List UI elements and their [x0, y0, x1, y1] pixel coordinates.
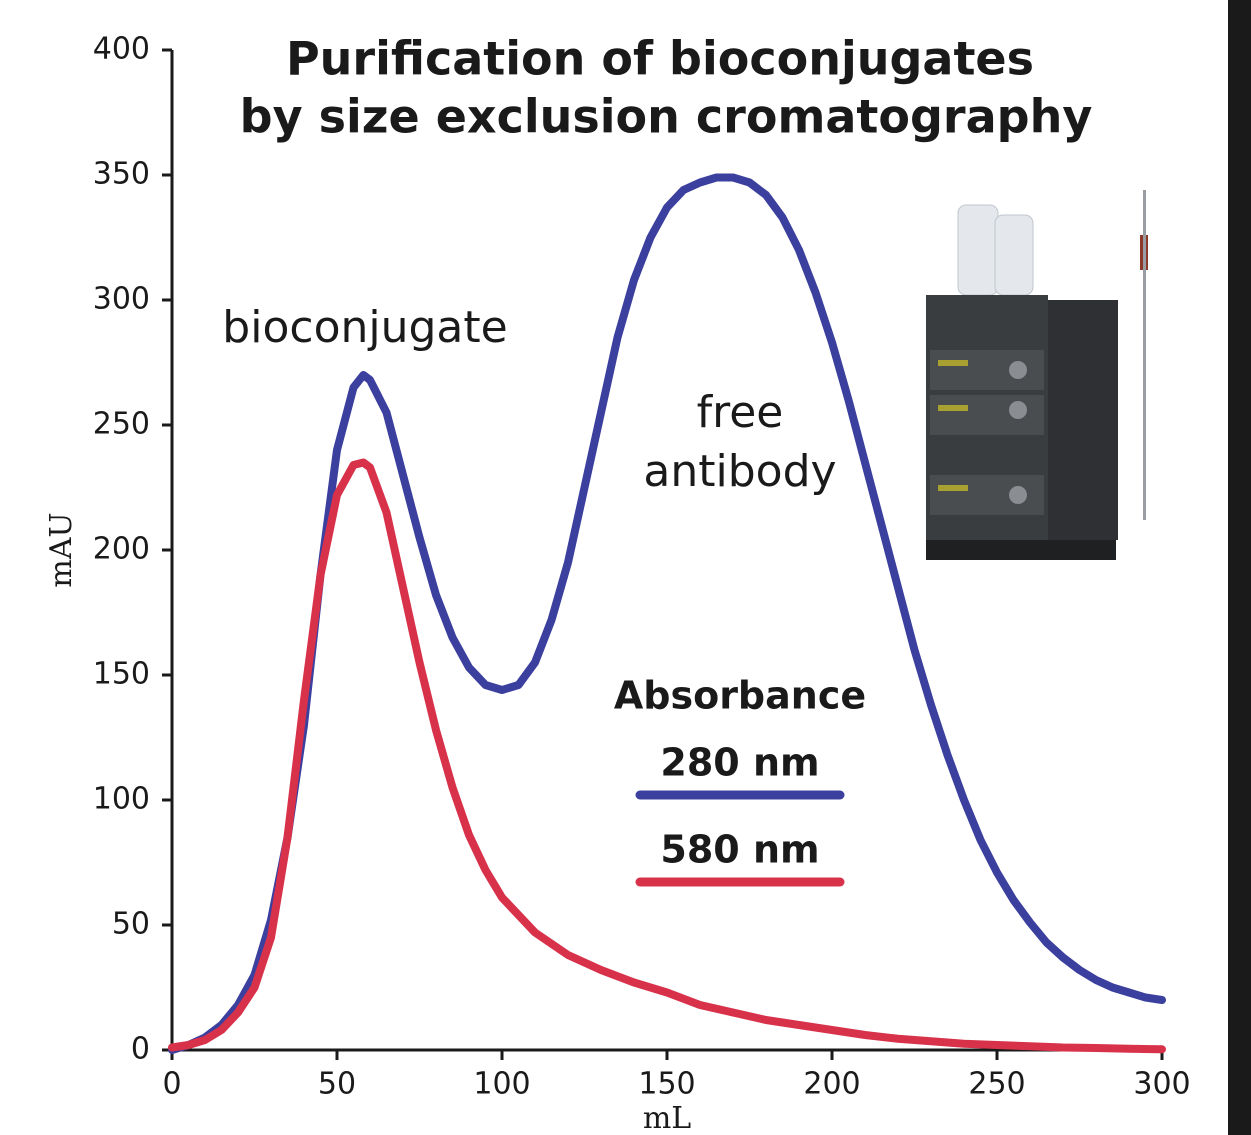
legend-label: 580 nm: [660, 828, 819, 872]
y-tick-label: 300: [93, 282, 150, 317]
y-tick-label: 150: [93, 657, 150, 692]
data-line: [168, 173, 1166, 1054]
x-tick-label: 0: [162, 1067, 181, 1102]
x-tick-label: 50: [318, 1067, 356, 1102]
chart-title: by size exclusion cromatography: [240, 90, 1093, 144]
x-tick-label: 150: [638, 1067, 695, 1102]
legend-label: 280 nm: [660, 741, 819, 785]
x-tick-label: 300: [1133, 1067, 1190, 1102]
x-tick-label: 200: [803, 1067, 860, 1102]
x-tick-label: 250: [968, 1067, 1025, 1102]
border: [1228, 0, 1251, 1135]
y-tick-label: 100: [93, 782, 150, 817]
y-tick-label: 0: [131, 1032, 150, 1067]
y-tick-label: 200: [93, 532, 150, 567]
y-tick-label: 250: [93, 407, 150, 442]
y-axis-label: mAU: [44, 512, 79, 587]
annotation: free: [697, 387, 784, 438]
y-tick-label: 350: [93, 157, 150, 192]
annotation: antibody: [643, 446, 836, 497]
data-line: [168, 458, 1166, 1054]
x-tick-label: 100: [473, 1067, 530, 1102]
annotation: bioconjugate: [222, 302, 507, 353]
chart-title: Purification of bioconjugates: [286, 32, 1034, 86]
instrument-photo: [926, 190, 1148, 560]
legend-title: Absorbance: [614, 674, 866, 718]
x-axis-label: mL: [643, 1101, 691, 1135]
y-tick-label: 50: [112, 907, 150, 942]
y-tick-label: 400: [93, 32, 150, 67]
